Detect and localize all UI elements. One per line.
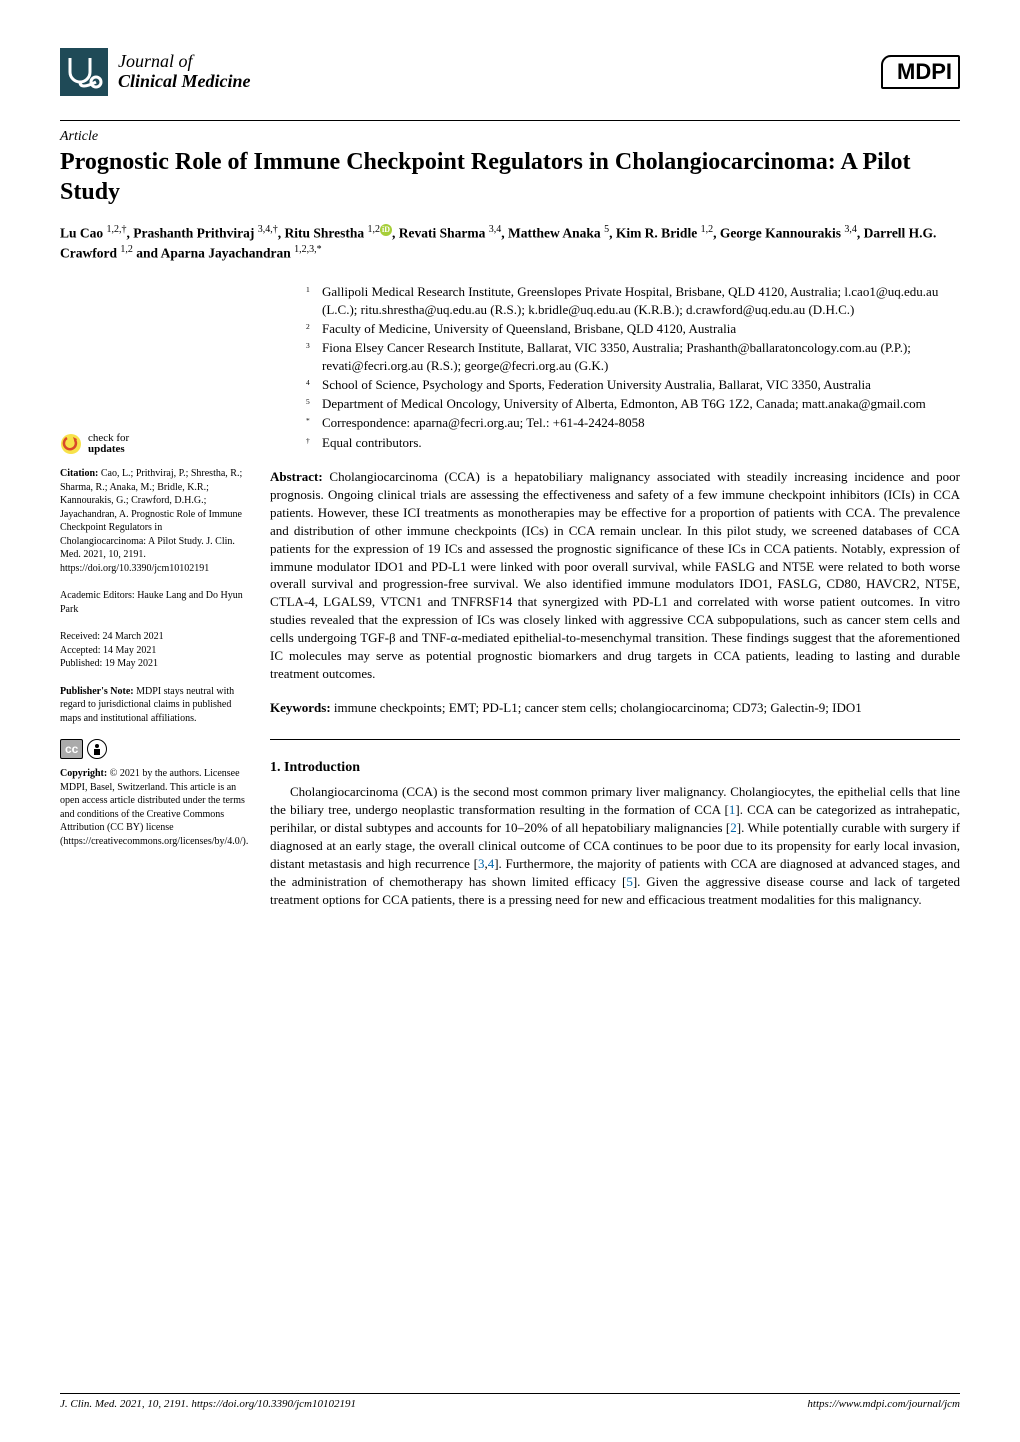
- affiliation-superscript: 4: [306, 376, 322, 394]
- journal-line1: Journal of: [118, 52, 251, 72]
- affiliations: 1Gallipoli Medical Research Institute, G…: [306, 283, 960, 452]
- affiliation-text: Gallipoli Medical Research Institute, Gr…: [322, 283, 960, 319]
- main-column: 1Gallipoli Medical Research Institute, G…: [270, 283, 960, 909]
- footer-left: J. Clin. Med. 2021, 10, 2191. https://do…: [60, 1398, 356, 1410]
- affiliation-text: Department of Medical Oncology, Universi…: [322, 395, 960, 413]
- affiliation-superscript: 1: [306, 283, 322, 319]
- author-list: Lu Cao 1,2,†, Prashanth Prithviraj 3,4,†…: [60, 223, 960, 263]
- keywords: Keywords: immune checkpoints; EMT; PD-L1…: [270, 699, 960, 717]
- keywords-text: immune checkpoints; EMT; PD-L1; cancer s…: [331, 700, 862, 715]
- article-type: Article: [60, 129, 960, 145]
- affiliation-row: *Correspondence: aparna@fecri.org.au; Te…: [306, 414, 960, 432]
- by-icon: [87, 739, 107, 759]
- accepted-date: Accepted: 14 May 2021: [60, 644, 248, 658]
- affiliation-text: School of Science, Psychology and Sports…: [322, 376, 960, 394]
- orcid-icon: iD: [380, 224, 392, 236]
- header-rule: [60, 120, 960, 121]
- stethoscope-icon: [60, 48, 108, 96]
- affiliation-superscript: 3: [306, 339, 322, 375]
- published-date: Published: 19 May 2021: [60, 657, 248, 671]
- keywords-rule: [270, 739, 960, 740]
- page-header: Journal of Clinical Medicine MDPI: [60, 48, 960, 96]
- publisher-logo: MDPI: [881, 55, 960, 89]
- publishers-note: Publisher's Note: MDPI stays neutral wit…: [60, 685, 248, 726]
- affiliation-text: Equal contributors.: [322, 434, 960, 452]
- check-line2: updates: [88, 444, 129, 455]
- affiliation-row: †Equal contributors.: [306, 434, 960, 452]
- abstract-label: Abstract:: [270, 469, 323, 484]
- journal-name: Journal of Clinical Medicine: [118, 52, 251, 92]
- copyright-text: Copyright: © 2021 by the authors. Licens…: [60, 768, 248, 847]
- editors-block: Academic Editors: Hauke Lang and Do Hyun…: [60, 589, 248, 616]
- affiliation-text: Correspondence: aparna@fecri.org.au; Tel…: [322, 414, 960, 432]
- affiliation-superscript: *: [306, 414, 322, 432]
- dates-block: Received: 24 March 2021 Accepted: 14 May…: [60, 630, 248, 671]
- received-date: Received: 24 March 2021: [60, 630, 248, 644]
- license-badges: cc: [60, 739, 248, 759]
- affiliation-row: 1Gallipoli Medical Research Institute, G…: [306, 283, 960, 319]
- citation-block: Citation: Cao, L.; Prithviraj, P.; Shres…: [60, 467, 248, 575]
- affiliation-row: 3Fiona Elsey Cancer Research Institute, …: [306, 339, 960, 375]
- affiliation-row: 4School of Science, Psychology and Sport…: [306, 376, 960, 394]
- section-heading: 1. Introduction: [270, 758, 960, 777]
- page-footer: J. Clin. Med. 2021, 10, 2191. https://do…: [60, 1393, 960, 1410]
- copyright-block: Copyright: © 2021 by the authors. Licens…: [60, 767, 248, 848]
- abstract-text: Cholangiocarcinoma (CCA) is a hepatobili…: [270, 469, 960, 681]
- publishers-note-text: Publisher's Note: MDPI stays neutral wit…: [60, 686, 234, 724]
- sidebar: check for updates Citation: Cao, L.; Pri…: [60, 283, 248, 909]
- abstract: Abstract: Cholangiocarcinoma (CCA) is a …: [270, 468, 960, 683]
- check-updates-icon: [60, 433, 82, 455]
- keywords-label: Keywords:: [270, 700, 331, 715]
- footer-right: https://www.mdpi.com/journal/jcm: [807, 1398, 960, 1410]
- citation-text: Citation: Cao, L.; Prithviraj, P.; Shres…: [60, 468, 242, 574]
- affiliation-superscript: 2: [306, 320, 322, 338]
- intro-paragraph: Cholangiocarcinoma (CCA) is the second m…: [270, 783, 960, 909]
- cc-icon: cc: [60, 739, 83, 759]
- affiliation-superscript: †: [306, 434, 322, 452]
- affiliation-row: 2Faculty of Medicine, University of Quee…: [306, 320, 960, 338]
- affiliation-text: Fiona Elsey Cancer Research Institute, B…: [322, 339, 960, 375]
- affiliation-superscript: 5: [306, 395, 322, 413]
- journal-logo: Journal of Clinical Medicine: [60, 48, 251, 96]
- journal-line2: Clinical Medicine: [118, 72, 251, 92]
- affiliation-text: Faculty of Medicine, University of Queen…: [322, 320, 960, 338]
- check-updates-badge[interactable]: check for updates: [60, 433, 248, 455]
- affiliation-row: 5Department of Medical Oncology, Univers…: [306, 395, 960, 413]
- article-title: Prognostic Role of Immune Checkpoint Reg…: [60, 147, 960, 207]
